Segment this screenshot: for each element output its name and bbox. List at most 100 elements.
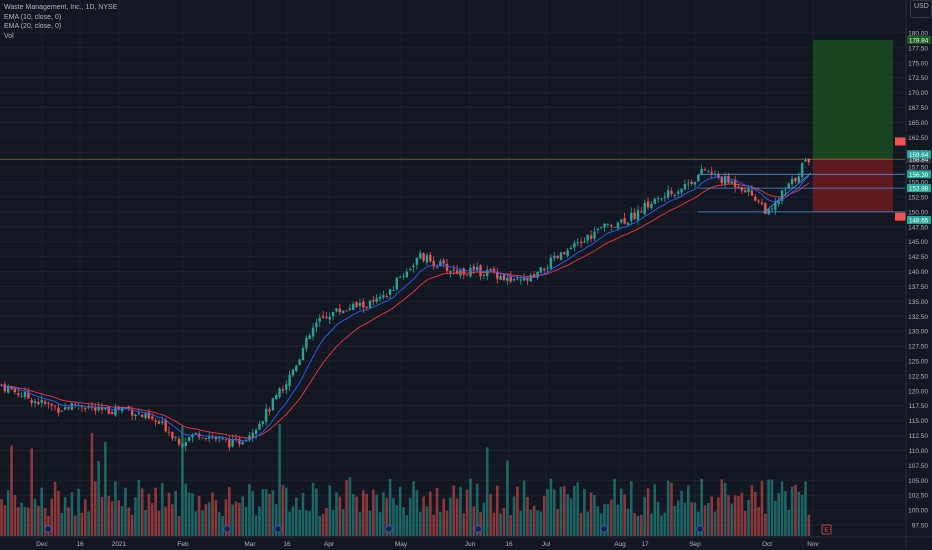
volume-bar (613, 478, 616, 536)
candle-body (747, 188, 750, 192)
candle-body (703, 169, 707, 171)
volume-bar (445, 510, 449, 536)
volume-bar (573, 485, 576, 536)
volume-bar (315, 488, 318, 536)
volume-bar (214, 500, 218, 536)
candle-body (774, 202, 777, 210)
candle-body (673, 195, 677, 197)
volume-bar (67, 507, 70, 536)
volume-bar (37, 505, 40, 536)
volume-bar (727, 495, 730, 536)
candle-body (174, 437, 177, 438)
symbol-title[interactable]: Waste Management, Inc., 1D, NYSE (4, 4, 118, 11)
candle-body (693, 182, 697, 185)
candle-body (84, 407, 87, 409)
candle-body (308, 335, 311, 339)
volume-bar (248, 484, 251, 536)
volume-bar (690, 502, 693, 536)
candle-body (509, 276, 512, 282)
candle-body (435, 267, 439, 269)
volume-bar (697, 511, 700, 536)
candle-body (328, 316, 331, 320)
ema10-legend[interactable]: EMA (10, close, 0) (4, 13, 62, 21)
candle-body (3, 384, 7, 392)
price-tick: 172.50 (908, 75, 928, 82)
candle-body (268, 409, 271, 412)
price-tick: 167.50 (908, 105, 928, 112)
candle-body (549, 257, 553, 269)
candle-body (626, 222, 630, 225)
candlesticks (0, 157, 811, 452)
candle-body (546, 267, 549, 269)
candle-body (114, 407, 117, 416)
candle-body (797, 176, 800, 182)
candle-body (737, 186, 740, 188)
ema10-line (1, 175, 810, 442)
volume-bar (147, 493, 151, 536)
dividend-marker (385, 525, 393, 533)
volume-bar (372, 489, 375, 536)
candle-body (526, 277, 529, 281)
price-axis[interactable]: 180.00 177.50 175.00 172.50 170.00 167.50 165.… (905, 0, 931, 550)
candle-body (385, 296, 388, 297)
volume-bar (576, 482, 579, 536)
earnings-marker (821, 524, 832, 535)
volume-bar (311, 482, 315, 536)
volume-bar (599, 513, 603, 536)
ema20-legend[interactable]: EMA (20, close, 0) (4, 23, 62, 30)
time-axis[interactable]: Dec 16 2021 Feb Mar 16 Apr May Jun 16 Jul Aug 17 Sep O… (0, 536, 932, 548)
price-tick: 110.00 (909, 448, 929, 455)
candle-body (663, 196, 666, 198)
stop-zone (813, 159, 893, 212)
candle-body (800, 163, 804, 178)
candle-body (60, 410, 63, 412)
candle-body (643, 202, 646, 215)
volume-bar (27, 507, 30, 536)
price-tick: 115.00 (909, 418, 929, 425)
price-label: 178.84 (909, 37, 929, 44)
candle-body (13, 387, 17, 393)
volume-bar (154, 487, 157, 536)
volume-bar (341, 509, 345, 536)
volume-bar (73, 515, 77, 536)
candle-body (422, 253, 425, 261)
candle-body (87, 406, 90, 408)
volume-legend[interactable]: Vol (4, 32, 14, 40)
candle-body (636, 210, 640, 221)
candle-body (318, 317, 321, 322)
candle-body (656, 198, 660, 199)
volume-bar (499, 513, 502, 536)
time-tick: Nov (807, 541, 819, 548)
candle-body (599, 227, 603, 229)
price-tick: 145.00 (908, 239, 928, 246)
candle-body (586, 234, 589, 241)
price-tick: 135.00 (908, 299, 928, 306)
candle-body (640, 211, 643, 213)
volume-bar (60, 512, 64, 536)
volume-bar (231, 504, 234, 536)
volume-bar (197, 495, 201, 536)
candle-body (161, 421, 164, 423)
volume-bar (790, 486, 794, 536)
candle-body (683, 183, 687, 190)
volume-bar (70, 492, 74, 536)
candle-body (556, 255, 559, 259)
candle-body (392, 290, 395, 292)
candle-body (496, 271, 499, 279)
volume-bar (251, 491, 255, 536)
volume-bar (107, 495, 110, 536)
candle-body (482, 275, 486, 277)
candle-body (660, 198, 663, 200)
volume-bar (87, 511, 90, 536)
candle-body (7, 387, 10, 393)
volume-bar (804, 481, 807, 536)
candle-body (204, 438, 208, 439)
candle-body (117, 406, 120, 410)
candle-body (593, 231, 596, 239)
volume-bar (539, 511, 543, 536)
candle-body (522, 277, 526, 281)
price-label-box (907, 155, 931, 164)
volume-bar (104, 441, 107, 536)
volume-bar (3, 505, 7, 536)
